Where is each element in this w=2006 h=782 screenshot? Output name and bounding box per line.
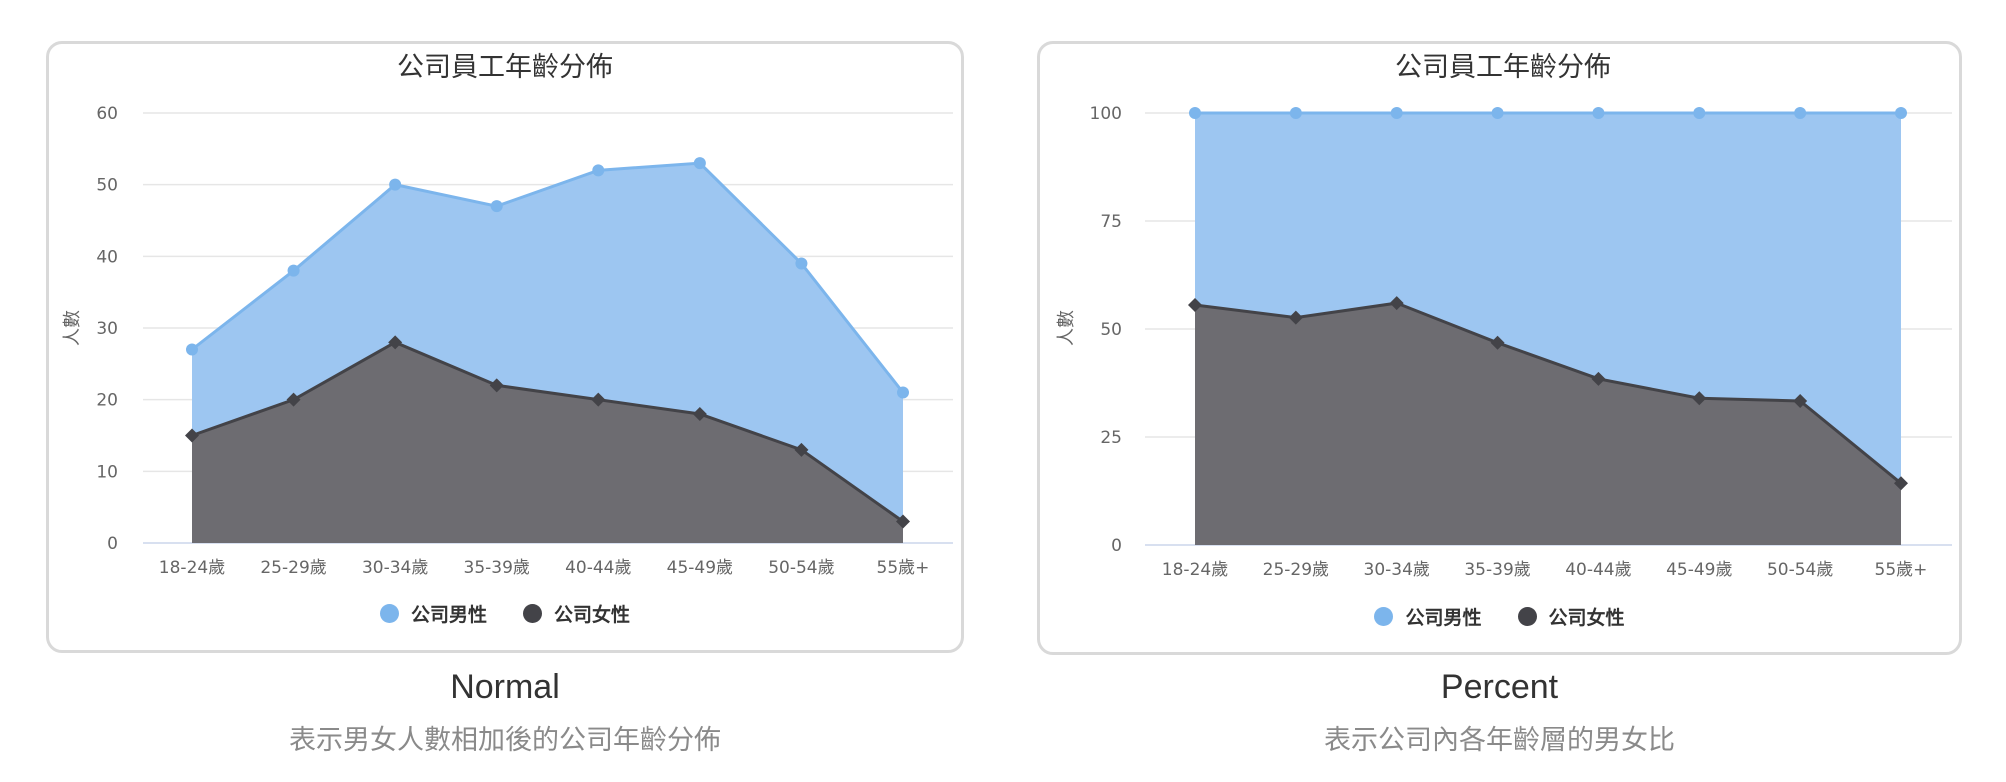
area-male	[1195, 113, 1901, 484]
y-tick-label: 60	[96, 104, 118, 124]
y-axis-label: 人數	[62, 310, 83, 346]
y-tick-label: 75	[1100, 212, 1122, 232]
legend-percent: 公司男性 公司女性	[1037, 603, 1962, 630]
series-line-male	[191, 161, 905, 394]
y-tick-label: 30	[96, 319, 118, 339]
data-point-male	[1693, 107, 1706, 119]
data-point-male	[897, 386, 909, 399]
legend-item-male[interactable]: 公司男性	[379, 600, 487, 627]
caption-title-percent: Percent	[1440, 668, 1559, 706]
data-point-male	[1592, 107, 1605, 119]
y-axis-label: 人數	[1056, 310, 1077, 346]
x-tick-label: 55歲+	[1875, 560, 1928, 580]
data-point-female	[794, 442, 809, 457]
x-tick-label: 30-34歲	[1364, 560, 1430, 580]
legend-item-female[interactable]: 公司女性	[523, 600, 630, 627]
x-tick-label: 18-24歲	[159, 558, 225, 578]
y-tick-label: 0	[107, 534, 118, 554]
data-point-female	[1490, 335, 1505, 350]
legend-label-female: 公司女性	[1548, 607, 1625, 629]
x-tick-label: 35-39歲	[1464, 560, 1530, 580]
legend-swatch-male	[379, 604, 399, 623]
data-point-male	[693, 157, 706, 170]
y-tick-label: 40	[96, 247, 118, 267]
data-point-female	[489, 378, 504, 393]
data-point-male	[592, 164, 605, 177]
chart-title: 公司員工年齡分佈	[1395, 52, 1611, 83]
x-tick-label: 25-29歲	[1263, 560, 1329, 580]
chart-title: 公司員工年齡分佈	[397, 52, 613, 83]
legend-swatch-male	[1374, 607, 1394, 626]
x-tick-label: 30-34歲	[362, 558, 428, 578]
series-line-female	[191, 340, 904, 523]
data-point-female	[896, 514, 910, 529]
data-point-male	[1189, 107, 1201, 119]
data-point-female	[1894, 476, 1908, 491]
data-point-male	[490, 200, 503, 213]
y-tick-label: 100	[1090, 104, 1122, 124]
data-point-female	[1591, 371, 1606, 386]
legend-label-male: 公司男性	[1405, 607, 1482, 629]
legend-label-male: 公司男性	[410, 604, 487, 626]
legend-swatch-female	[1517, 607, 1537, 626]
data-point-female	[286, 392, 301, 407]
legend-item-female[interactable]: 公司女性	[1517, 603, 1625, 630]
data-point-female	[1389, 296, 1404, 311]
x-tick-label: 45-49歲	[667, 558, 733, 578]
data-point-female	[692, 407, 707, 421]
data-point-male	[186, 343, 198, 356]
data-point-male	[1289, 107, 1302, 119]
y-tick-label: 50	[1100, 320, 1122, 340]
data-point-female	[1692, 391, 1707, 406]
legend-swatch-female	[523, 604, 542, 623]
data-point-male	[1794, 107, 1807, 119]
x-tick-label: 25-29歲	[260, 558, 326, 578]
x-tick-label: 40-44歲	[565, 558, 631, 578]
series-line-female	[1194, 301, 1902, 485]
y-tick-label: 20	[96, 391, 118, 411]
y-tick-label: 25	[1100, 428, 1122, 448]
caption-subtitle-percent: 表示公司內各年齡層的男女比	[1324, 725, 1675, 756]
legend-label-female: 公司女性	[554, 604, 631, 626]
data-point-male	[389, 178, 402, 191]
caption-title-normal: Normal	[450, 668, 560, 706]
caption-subtitle-normal: 表示男女人數相加後的公司年齡分佈	[289, 725, 721, 756]
x-tick-label: 35-39歲	[464, 558, 530, 578]
data-point-male	[287, 264, 300, 277]
x-tick-label: 50-54歲	[768, 558, 834, 578]
data-point-female	[1288, 310, 1303, 325]
data-point-female	[591, 392, 606, 407]
data-point-female	[1188, 298, 1202, 312]
data-point-male	[1491, 107, 1504, 119]
y-tick-label: 0	[1111, 536, 1122, 556]
x-tick-label: 18-24歲	[1162, 560, 1228, 580]
legend-normal: 公司男性 公司女性	[46, 600, 964, 627]
legend-item-male[interactable]: 公司男性	[1374, 603, 1482, 630]
x-tick-label: 55歲+	[877, 558, 930, 578]
data-point-male	[795, 257, 808, 270]
area-female	[192, 342, 903, 543]
data-point-male	[1390, 107, 1403, 119]
x-tick-label: 40-44歲	[1565, 560, 1631, 580]
area-male	[192, 163, 903, 522]
x-tick-label: 45-49歲	[1666, 560, 1732, 580]
y-tick-label: 50	[96, 176, 118, 196]
data-point-male	[1895, 107, 1907, 119]
y-tick-label: 10	[96, 462, 118, 482]
data-point-female	[388, 335, 403, 350]
data-point-female	[1793, 394, 1808, 408]
x-tick-label: 50-54歲	[1767, 560, 1833, 580]
data-point-female	[185, 428, 199, 443]
area-female	[1195, 303, 1901, 545]
